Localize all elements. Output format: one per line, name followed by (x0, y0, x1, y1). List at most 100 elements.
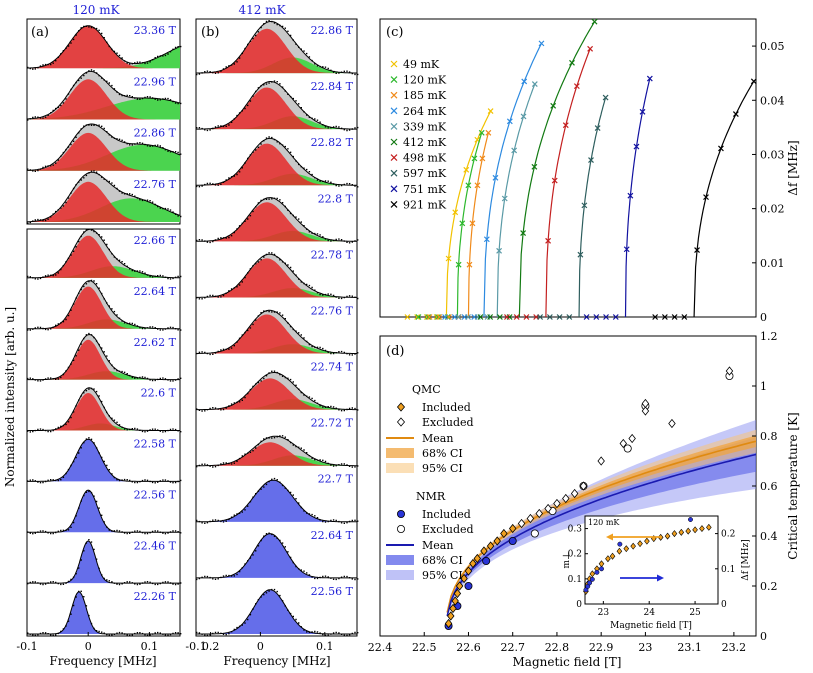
point-marker (520, 230, 527, 237)
point-marker (577, 251, 584, 258)
data-dots (27, 279, 182, 331)
point-marker (538, 40, 545, 47)
inset-arrow-left-head (606, 533, 613, 541)
panel-d-ylabel: Critical temperature [K] (786, 412, 800, 559)
panel-a-frame-top (26, 18, 181, 225)
qmc-included-point (486, 541, 495, 551)
point-marker (703, 194, 709, 201)
qmc-included-point (469, 558, 477, 569)
data-dots (27, 490, 182, 535)
inset-mperp-point (605, 555, 611, 563)
curve (496, 83, 536, 318)
red-component (27, 235, 180, 278)
panel-c-frame (379, 18, 757, 318)
legend-item: 751 mK (390, 183, 447, 196)
panel-d-inset: 120 mK Magnetic field [T] m⊥ Δf [MHz] 23… (562, 515, 751, 631)
qmc-excluded-point (544, 503, 552, 514)
qmc-included-point (464, 566, 473, 576)
ytick-label: 0 (760, 630, 767, 643)
point-marker (639, 108, 646, 115)
red-component (196, 442, 357, 466)
ytick-label: 0.04 (760, 94, 785, 107)
inset-ytick-left-label: 0.1 (568, 575, 582, 585)
inset-arrow-right-head (657, 574, 664, 582)
spectrum-b-10: 22.56 T (196, 585, 359, 637)
spectrum-b-2: 22.82 T (196, 136, 359, 188)
panel-c-series (404, 18, 757, 320)
series-120-mK (415, 129, 485, 320)
series-921-mK (652, 78, 757, 320)
zero-marker (436, 314, 443, 320)
inset-mperp-point (671, 530, 678, 538)
spectrum-a-4: 22.66 T (27, 228, 182, 280)
blue-component (196, 480, 357, 522)
spectrum-b-5: 22.76 T (196, 304, 359, 356)
red-component (196, 28, 357, 74)
qmc-excluded-point (562, 493, 570, 504)
curve (445, 110, 492, 318)
spectrum-a-7: 22.6 T (27, 387, 182, 433)
ytick-label: 0.01 (760, 257, 785, 270)
qmc-included-point (447, 611, 455, 621)
field-label: 22.6 T (141, 387, 177, 400)
inset-df-point (599, 566, 604, 572)
sum-area (27, 280, 180, 329)
field-label: 23.36 T (134, 24, 177, 37)
blue-component (27, 439, 180, 482)
point-marker (732, 111, 739, 118)
inset-xlabel: Magnetic field [T] (610, 621, 692, 631)
series-597-mK (537, 94, 609, 320)
point-marker (594, 125, 601, 132)
qmc-excluded-point (517, 518, 526, 529)
panel-b-frame (195, 18, 358, 637)
red-component (196, 202, 357, 242)
zero-marker (593, 314, 600, 320)
inset-mperp-point (644, 537, 650, 545)
inset-ytick-left-label: 0.2 (568, 550, 582, 560)
point-marker (627, 192, 634, 199)
field-label: 22.96 T (134, 75, 177, 88)
zero-marker (425, 314, 432, 320)
panel-a-xticks: -0.1 0 0.1 0.2 (16, 632, 219, 653)
inset-df-point (594, 569, 600, 575)
data-dots (196, 80, 359, 132)
xtick-label: 22.7 (500, 641, 525, 654)
inset-df-point (688, 517, 693, 522)
nmr-excluded-point (530, 529, 539, 538)
inset-mperp-point (609, 552, 616, 560)
field-label: 22.84 T (311, 80, 354, 93)
zero-marker (414, 314, 421, 320)
inset-mperp-point (589, 570, 596, 578)
data-dots (27, 25, 182, 70)
ytick-label: 0.4 (760, 530, 778, 543)
inset-mperp-point (616, 547, 623, 555)
red-component (196, 87, 357, 130)
panel-a-label: (a) (31, 25, 49, 40)
qmc-excluded-point (553, 498, 561, 509)
point-marker (466, 261, 473, 268)
xtick-label: 22.8 (545, 641, 570, 654)
blue-component (27, 490, 180, 533)
point-marker (750, 78, 757, 85)
point-marker (694, 247, 700, 253)
legend-item: 185 mK (390, 89, 447, 102)
point-marker (602, 94, 609, 101)
zero-marker (504, 314, 510, 320)
point-marker (511, 147, 518, 154)
inset-mperp-point (699, 525, 705, 533)
ytick-label: 0.03 (760, 148, 785, 161)
zero-marker (661, 314, 668, 320)
xtick-label: 23 (638, 641, 652, 654)
inset-mperp-point (664, 532, 671, 540)
field-label: 22.86 T (134, 127, 177, 140)
field-label: 22.82 T (311, 136, 354, 149)
curve (456, 132, 483, 318)
legend-nmr-ci95-marker (386, 570, 414, 580)
panel-b-xlabel: Frequency [MHz] (223, 654, 330, 668)
qmc-excluded-point (628, 433, 636, 444)
point-marker (483, 236, 490, 243)
point-marker (459, 220, 466, 227)
data-dots (27, 332, 182, 382)
legend-qmc-included: Included (422, 401, 471, 414)
point-marker (562, 122, 569, 129)
